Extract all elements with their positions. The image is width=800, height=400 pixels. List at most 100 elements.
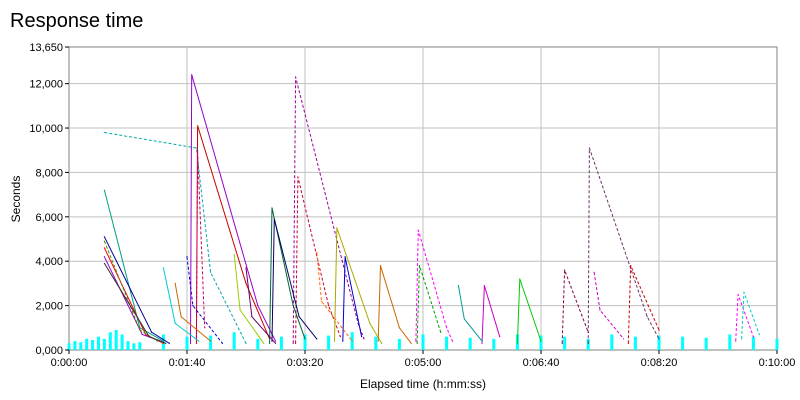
bar	[586, 338, 590, 350]
series-line	[561, 269, 589, 344]
data-point	[741, 338, 743, 340]
y-tick-label: 2,000	[35, 301, 63, 313]
series-line	[587, 147, 660, 344]
data-point	[103, 189, 105, 191]
data-point	[294, 76, 297, 78]
y-tick-label: 10,000	[29, 123, 63, 135]
y-tick-label: 8,000	[35, 167, 63, 179]
series-2	[103, 131, 247, 344]
series-30	[186, 256, 223, 344]
y-axis-label: Seconds	[9, 176, 23, 223]
data-point	[192, 305, 194, 307]
bar	[445, 336, 449, 350]
data-point	[298, 316, 300, 318]
data-point	[316, 338, 318, 340]
series-line	[334, 227, 383, 344]
bar	[209, 335, 213, 350]
bar	[775, 338, 779, 350]
data-point	[274, 342, 277, 344]
data-point	[292, 305, 294, 307]
data-point	[381, 342, 383, 344]
data-point	[141, 333, 143, 336]
series-line	[316, 252, 353, 342]
data-point	[415, 340, 417, 342]
data-point	[103, 256, 105, 258]
data-point	[328, 305, 330, 307]
data-point	[516, 342, 519, 344]
data-point	[481, 342, 483, 344]
data-point	[162, 342, 164, 344]
data-point	[168, 342, 170, 344]
data-point	[416, 342, 418, 344]
data-point	[103, 262, 105, 265]
bar	[126, 341, 130, 350]
data-point	[418, 265, 421, 267]
series-line	[195, 125, 271, 344]
bar	[279, 336, 283, 350]
data-point	[145, 333, 147, 336]
data-point	[195, 342, 198, 344]
data-point	[221, 342, 223, 344]
data-point	[463, 318, 465, 320]
data-point	[245, 282, 247, 285]
x-tick-label: 0:06:40	[523, 357, 560, 369]
series-line	[415, 229, 453, 342]
series-line	[190, 74, 276, 344]
series-28	[162, 267, 200, 342]
series-19	[561, 269, 589, 344]
series-33	[316, 251, 353, 342]
data-point	[351, 340, 353, 342]
bar	[67, 343, 71, 350]
data-point	[316, 251, 318, 253]
series-27	[103, 262, 167, 344]
bar	[397, 338, 401, 350]
data-point	[197, 125, 199, 127]
data-point	[210, 271, 212, 273]
bar	[132, 343, 136, 350]
data-point	[257, 305, 259, 307]
series-31	[233, 253, 265, 344]
series-line	[195, 150, 206, 339]
data-point	[339, 336, 341, 338]
bar	[421, 334, 425, 350]
bar	[468, 337, 472, 350]
data-point	[269, 342, 271, 344]
data-point	[210, 340, 212, 342]
data-point	[186, 256, 188, 258]
data-point	[398, 327, 400, 329]
data-point	[189, 342, 192, 344]
data-point	[239, 309, 241, 311]
data-point	[139, 329, 141, 331]
series-32	[245, 267, 277, 344]
x-tick-label: 0:01:40	[169, 357, 206, 369]
bar	[539, 335, 543, 350]
data-point	[245, 342, 247, 344]
data-point	[752, 336, 755, 338]
data-point	[379, 265, 382, 267]
data-point	[103, 247, 105, 249]
data-point	[758, 333, 760, 336]
series-14	[415, 229, 454, 342]
series-4	[189, 74, 277, 344]
bar	[610, 334, 614, 350]
chart-title: Response time	[10, 10, 144, 32]
series-12	[342, 256, 363, 342]
series-13	[377, 265, 412, 344]
data-point	[245, 267, 247, 269]
data-point	[361, 336, 363, 338]
bar	[102, 338, 106, 350]
series-3	[103, 189, 164, 342]
series-21	[735, 293, 755, 342]
data-point	[271, 207, 273, 209]
bar	[114, 330, 118, 350]
bar	[751, 336, 755, 350]
data-point	[198, 340, 200, 342]
bar	[657, 335, 661, 350]
series-16	[481, 285, 501, 344]
data-point	[735, 340, 737, 342]
data-point	[292, 342, 294, 344]
y-axis-ticks: 0,000 2,000 4,000 6,000 8,000 10,000 12,000 13,…	[29, 42, 69, 357]
data-point	[263, 342, 265, 344]
data-point	[162, 340, 164, 342]
